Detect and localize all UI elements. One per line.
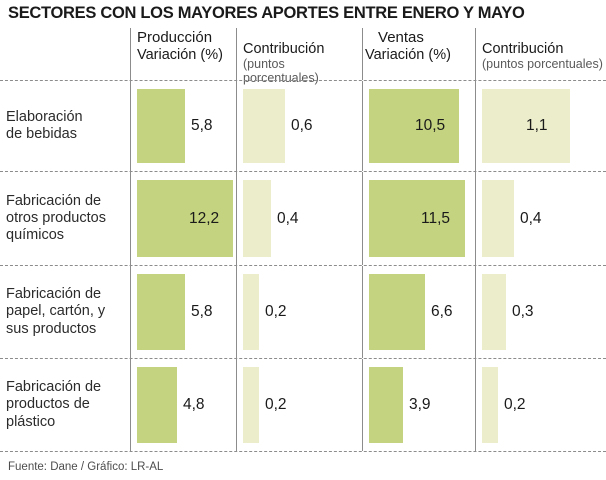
bar-wrapper: 1,1	[476, 81, 606, 171]
header-contribucion-ventas-sub: (puntos porcentuales)	[482, 57, 603, 72]
value-text: 0,3	[512, 303, 534, 320]
cell-produccion: 5,8	[130, 81, 236, 171]
bar-wrapper: 0,3	[476, 266, 606, 358]
value-text: 0,6	[291, 117, 313, 134]
cell-produccion: 5,8	[130, 266, 236, 358]
value-text: 0,4	[277, 209, 299, 227]
header-cell-produccion: Producción Variación (%)	[130, 28, 236, 80]
bar-wrapper: 11,5	[363, 172, 475, 265]
value-text: 10,5	[415, 117, 446, 134]
bar-wrapper: 0,2	[237, 359, 362, 451]
row-sector-label: Elaboración de bebidas	[0, 81, 130, 171]
header-produccion-main: Producción	[137, 29, 213, 46]
cell-contribucion-ventas: 1,1	[475, 81, 606, 171]
value-bar	[482, 274, 506, 350]
cell-produccion: 4,8	[130, 359, 236, 451]
header-cell-sector	[0, 28, 130, 80]
data-table: Producción Variación (%) Contribución (p…	[0, 28, 606, 452]
header-ventas-main: Ventas	[378, 29, 424, 46]
cell-contribucion-prod: 0,2	[236, 359, 362, 451]
value-text: 6,6	[431, 303, 453, 320]
cell-contribucion-ventas: 0,4	[475, 172, 606, 265]
value-bar	[369, 367, 403, 443]
header-cell-ventas: Ventas Variación (%)	[362, 28, 475, 80]
bar-wrapper: 4,8	[131, 359, 236, 451]
value-text: 0,2	[265, 303, 287, 320]
value-bar	[137, 367, 177, 443]
cell-contribucion-ventas: 0,3	[475, 266, 606, 358]
page-title: SECTORES CON LOS MAYORES APORTES ENTRE E…	[8, 4, 525, 22]
bar-wrapper: 0,2	[476, 359, 606, 451]
value-bar	[482, 180, 514, 257]
cell-ventas: 11,5	[362, 172, 475, 265]
bar-wrapper: 5,8	[131, 81, 236, 171]
bar-wrapper: 0,2	[237, 266, 362, 358]
row-sector-label: Fabricación de otros productos químicos	[0, 172, 130, 265]
value-bar	[137, 89, 185, 163]
value-bar	[482, 89, 570, 163]
bar-wrapper: 3,9	[363, 359, 475, 451]
value-bar	[243, 274, 259, 350]
value-text: 4,8	[183, 396, 205, 413]
bar-wrapper: 0,4	[476, 172, 606, 265]
value-bar	[137, 180, 233, 257]
bar-wrapper: 12,2	[131, 172, 236, 265]
value-bar	[369, 180, 465, 257]
header-contribucion-prod-main: Contribución	[243, 41, 325, 57]
table-row: Fabricación de otros productos químicos 12,…	[0, 171, 606, 265]
cell-contribucion-prod: 0,2	[236, 266, 362, 358]
sector-name-text: Fabricación de otros productos químicos	[6, 192, 106, 244]
source-footer: Fuente: Dane / Gráfico: LR-AL	[8, 461, 164, 473]
value-bar	[482, 367, 498, 443]
value-text: 0,4	[520, 209, 542, 227]
cell-contribucion-prod: 0,4	[236, 172, 362, 265]
sector-name-text: Fabricación de productos de plástico	[6, 379, 102, 430]
value-bar	[243, 89, 285, 163]
value-bar	[369, 89, 459, 163]
sector-name-text: Fabricación de papel, cartón, y sus produc…	[6, 286, 106, 337]
row-sector-label: Fabricación de productos de plástico	[0, 359, 130, 451]
value-text: 0,2	[265, 396, 287, 413]
value-text: 12,2	[189, 209, 220, 227]
value-text: 1,1	[526, 117, 548, 134]
value-text: 5,8	[191, 303, 213, 320]
header-contribucion-ventas-main: Contribución	[482, 41, 564, 57]
value-text: 3,9	[409, 396, 431, 413]
cell-contribucion-ventas: 0,2	[475, 359, 606, 451]
cell-ventas: 6,6	[362, 266, 475, 358]
table-row: Fabricación de papel, cartón, y sus produc…	[0, 265, 606, 358]
bar-wrapper: 0,4	[237, 172, 362, 265]
header-produccion-sub: Variación (%)	[137, 46, 223, 63]
header-contribucion-prod-sub: (puntos porcentuales)	[243, 57, 319, 86]
value-text: 5,8	[191, 117, 213, 134]
sector-name-text: Elaboración de bebidas	[6, 108, 83, 142]
table-row: Elaboración de bebidas 5,8 0,6 10,5 1,1	[0, 80, 606, 171]
value-bar	[243, 367, 259, 443]
value-bar	[137, 274, 185, 350]
header-cell-contribucion-ventas: Contribución (puntos porcentuales)	[475, 28, 606, 80]
cell-ventas: 3,9	[362, 359, 475, 451]
row-sector-label: Fabricación de papel, cartón, y sus produc…	[0, 266, 130, 358]
value-text: 0,2	[504, 396, 526, 413]
bar-wrapper: 0,6	[237, 81, 362, 171]
value-bar	[369, 274, 425, 350]
bar-wrapper: 5,8	[131, 266, 236, 358]
header-cell-contribucion-produccion: Contribución (puntos porcentuales)	[236, 28, 362, 85]
header-ventas-sub: Variación (%)	[365, 46, 451, 63]
table-row: Fabricación de productos de plástico 4,8 0,2…	[0, 358, 606, 452]
bar-wrapper: 10,5	[363, 81, 475, 171]
cell-contribucion-prod: 0,6	[236, 81, 362, 171]
cell-ventas: 10,5	[362, 81, 475, 171]
table-header-row: Producción Variación (%) Contribución (p…	[0, 28, 606, 85]
cell-produccion: 12,2	[130, 172, 236, 265]
value-text: 11,5	[421, 209, 451, 227]
bar-wrapper: 6,6	[363, 266, 475, 358]
value-bar	[243, 180, 271, 257]
